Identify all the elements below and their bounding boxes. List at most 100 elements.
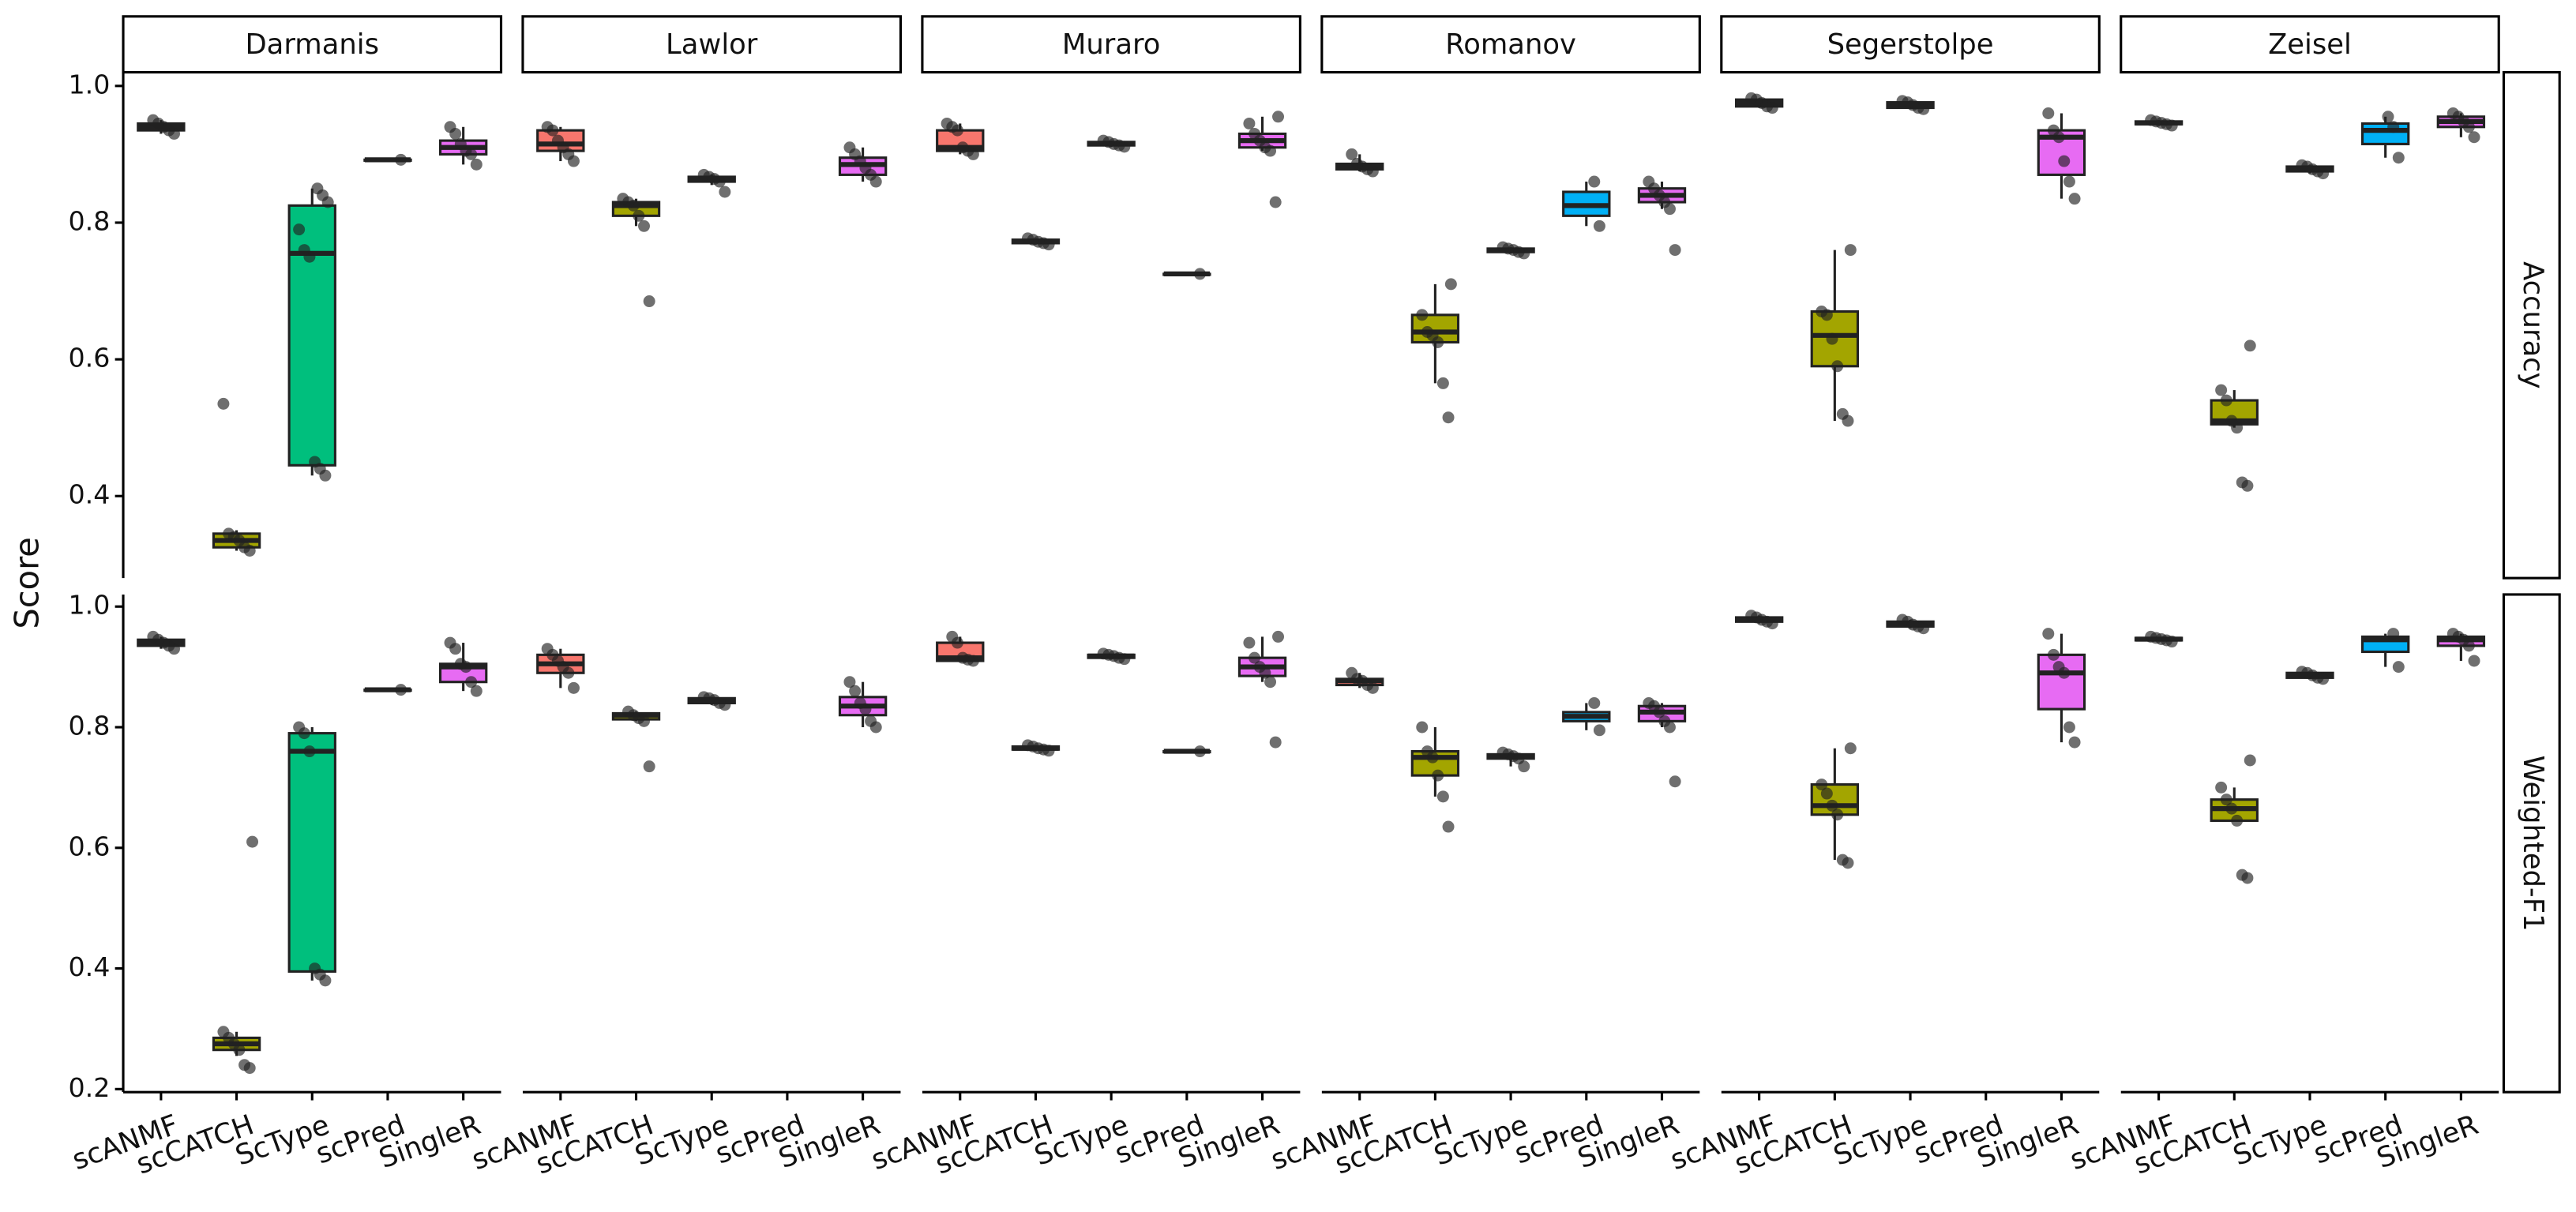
point	[1588, 696, 1601, 709]
point	[309, 962, 321, 975]
point	[617, 193, 629, 205]
point	[1745, 92, 1758, 104]
dataset-strip	[1720, 15, 2101, 74]
point	[1643, 696, 1655, 709]
point	[2042, 628, 2055, 640]
point	[470, 158, 483, 171]
y-tick-label: 0.6	[68, 831, 110, 861]
point	[2145, 114, 2157, 126]
dataset-label: Segerstolpe	[1827, 28, 1994, 61]
y-axis-title: Score	[7, 537, 46, 629]
point	[1021, 232, 1034, 245]
y-tick-label: 0.2	[68, 1072, 110, 1103]
point	[1194, 268, 1206, 280]
point	[719, 186, 731, 198]
point	[395, 684, 407, 696]
point	[1421, 745, 1433, 758]
point	[470, 685, 483, 697]
point	[2047, 124, 2060, 137]
point	[1896, 614, 1909, 626]
metric-label: Weighted-F1	[2517, 756, 2549, 932]
point	[1836, 407, 1849, 420]
point	[1444, 278, 1457, 291]
point	[303, 745, 316, 758]
point	[843, 676, 856, 689]
point	[2244, 340, 2256, 352]
point	[1416, 721, 1429, 734]
point	[1816, 779, 1828, 791]
point	[1496, 241, 1509, 253]
dataset-strip	[921, 15, 1301, 74]
point	[1269, 196, 1282, 208]
point	[946, 630, 959, 643]
point	[1844, 244, 1857, 257]
point	[941, 117, 953, 129]
point	[849, 685, 862, 697]
dataset-strip	[2120, 15, 2500, 74]
point	[1436, 377, 1449, 389]
point	[1253, 661, 1266, 674]
point	[2215, 384, 2228, 396]
dataset-label: Romanov	[1445, 28, 1576, 61]
point	[2468, 131, 2480, 144]
point	[1249, 651, 1261, 664]
point	[2387, 121, 2400, 133]
point	[2387, 628, 2400, 640]
box	[2360, 122, 2410, 145]
point	[311, 182, 324, 195]
point	[2068, 193, 2081, 205]
point	[1249, 127, 1261, 140]
point	[2231, 814, 2244, 827]
point	[643, 295, 655, 308]
y-tick-label: 0.4	[68, 951, 110, 982]
dataset-label: Darmanis	[245, 28, 379, 61]
point	[633, 209, 645, 222]
y-tick-label: 0.4	[68, 479, 110, 510]
dataset-strip	[521, 15, 903, 74]
point	[444, 636, 456, 649]
point	[454, 137, 467, 150]
point	[2145, 630, 2157, 643]
metric-strip	[2502, 593, 2561, 1094]
point	[2296, 666, 2308, 678]
point	[1436, 790, 1449, 803]
point	[147, 114, 160, 126]
point	[217, 1026, 230, 1038]
box	[1810, 310, 1860, 368]
metric-strip	[2502, 70, 2561, 580]
point	[2063, 721, 2075, 734]
point	[1194, 745, 1206, 758]
dataset-strip	[122, 15, 503, 74]
point	[1346, 148, 1358, 160]
point	[643, 760, 655, 773]
point	[567, 681, 580, 694]
y-tick-label: 1.0	[68, 69, 110, 99]
point	[2225, 415, 2238, 427]
point	[2468, 655, 2480, 667]
point	[1831, 809, 1844, 821]
dataset-strip	[1320, 15, 1701, 74]
point	[552, 134, 564, 147]
y-tick-label: 0.6	[68, 343, 110, 373]
point	[541, 643, 554, 655]
point	[2236, 476, 2248, 489]
point	[298, 244, 310, 257]
point	[638, 220, 650, 232]
point	[395, 153, 407, 166]
box	[287, 732, 336, 973]
point	[1669, 244, 1681, 257]
point	[1658, 715, 1671, 727]
point	[1831, 360, 1844, 373]
point	[1243, 117, 1256, 129]
point	[1896, 95, 1909, 107]
y-tick-label: 0.8	[68, 711, 110, 741]
point	[1844, 742, 1857, 755]
point	[697, 168, 710, 181]
point	[2392, 661, 2405, 674]
point	[2225, 802, 2238, 815]
point	[1264, 676, 1277, 689]
point	[444, 121, 456, 133]
point	[147, 630, 160, 643]
point	[2042, 107, 2055, 119]
